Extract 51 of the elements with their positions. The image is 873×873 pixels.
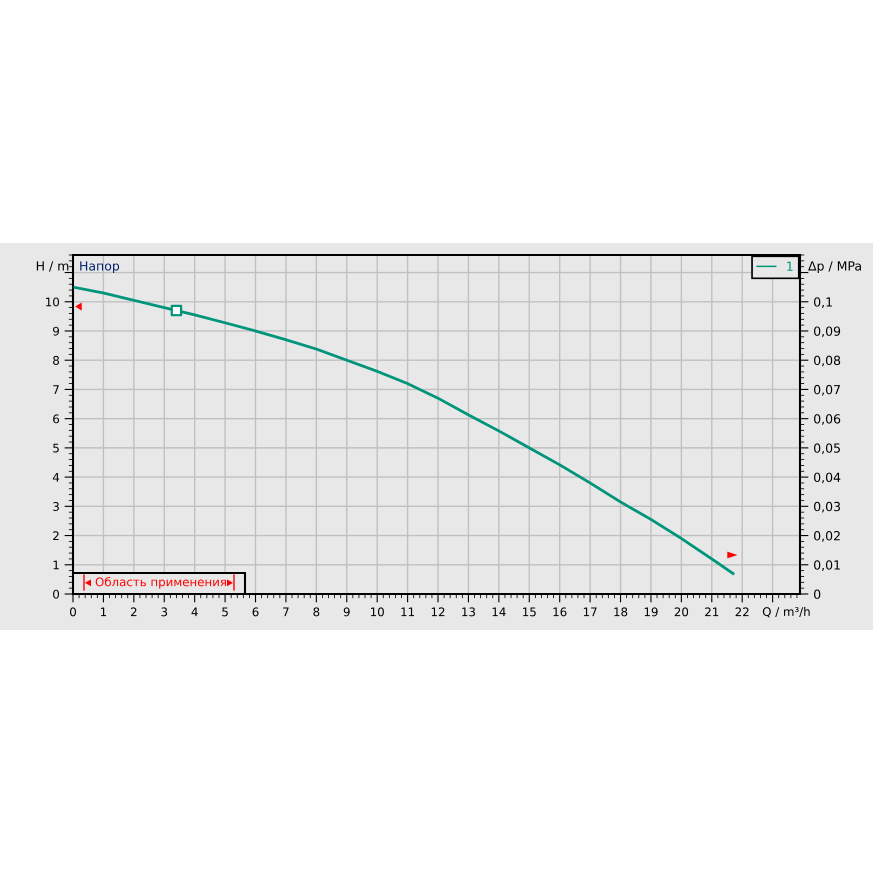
x-tick-label: 5: [222, 608, 228, 616]
y2-tick-label: 0,05: [814, 443, 840, 454]
x-tick-label: 18: [614, 607, 628, 616]
y-tick-label: 0: [53, 590, 60, 599]
x-tick-label: 10: [370, 607, 384, 616]
x-tick-label: 16: [553, 607, 566, 616]
x-tick-label: 20: [674, 607, 688, 616]
y2-tick-label: 0,04: [814, 472, 840, 484]
y2-tick-label: 0,03: [814, 502, 840, 513]
y2-tick-label: 0,1: [814, 297, 832, 308]
y-tick-label: 3: [53, 502, 59, 511]
x-tick-label: 12: [432, 607, 444, 616]
y-tick-label: 9: [53, 326, 59, 336]
annotation: Напор: [80, 261, 120, 274]
y-tick-label: 6: [53, 414, 60, 424]
x-tick-label: 21: [705, 607, 718, 616]
x-tick-label: 8: [313, 607, 320, 616]
y-tick-label: 5: [53, 444, 59, 453]
y-tick-label: 2: [53, 531, 59, 540]
annotation: Область применения: [96, 577, 226, 589]
y2-tick-label: 0,07: [814, 384, 840, 396]
y-tick-label: 7: [53, 385, 59, 394]
x-tick-label: 7: [283, 608, 289, 616]
x-tick-label: 3: [161, 607, 168, 616]
x-tick-label: 15: [523, 608, 536, 616]
x-tick-label: 22: [736, 607, 749, 616]
x-tick-label: 0: [70, 607, 76, 616]
x-axis-title: Q / m³/h: [762, 606, 810, 618]
x-tick-label: 11: [401, 608, 414, 616]
x-tick-label: 1: [100, 608, 106, 616]
x-tick-label: 14: [492, 608, 506, 616]
x-tick-label: 2: [130, 607, 136, 616]
y-tick-label: 8: [53, 356, 59, 365]
x-tick-label: 6: [252, 607, 259, 616]
y2-tick-label: 0,06: [814, 414, 840, 425]
x-tick-label: 9: [344, 607, 350, 616]
y-tick-label: 4: [52, 472, 60, 482]
x-tick-label: 19: [644, 607, 658, 616]
legend-label: 1: [787, 262, 793, 271]
y2-axis-title: Δp / MPa: [808, 261, 861, 274]
y-tick-label: 1: [54, 560, 59, 570]
x-tick-label: 13: [462, 607, 476, 616]
y2-tick-label: 0: [814, 589, 820, 599]
x-tick-label: 4: [191, 608, 198, 616]
x-tick-label: 17: [584, 608, 597, 616]
y-axis-title: H / m: [36, 261, 68, 272]
y2-tick-label: 0,09: [814, 326, 840, 338]
y2-tick-label: 0,08: [814, 356, 840, 366]
y2-tick-label: 0,01: [814, 560, 840, 571]
y2-tick-label: 0,02: [814, 531, 840, 542]
y-tick-label: 10: [46, 297, 60, 306]
